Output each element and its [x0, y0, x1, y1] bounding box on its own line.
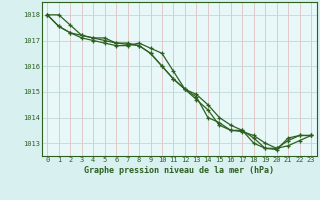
- X-axis label: Graphe pression niveau de la mer (hPa): Graphe pression niveau de la mer (hPa): [84, 166, 274, 175]
